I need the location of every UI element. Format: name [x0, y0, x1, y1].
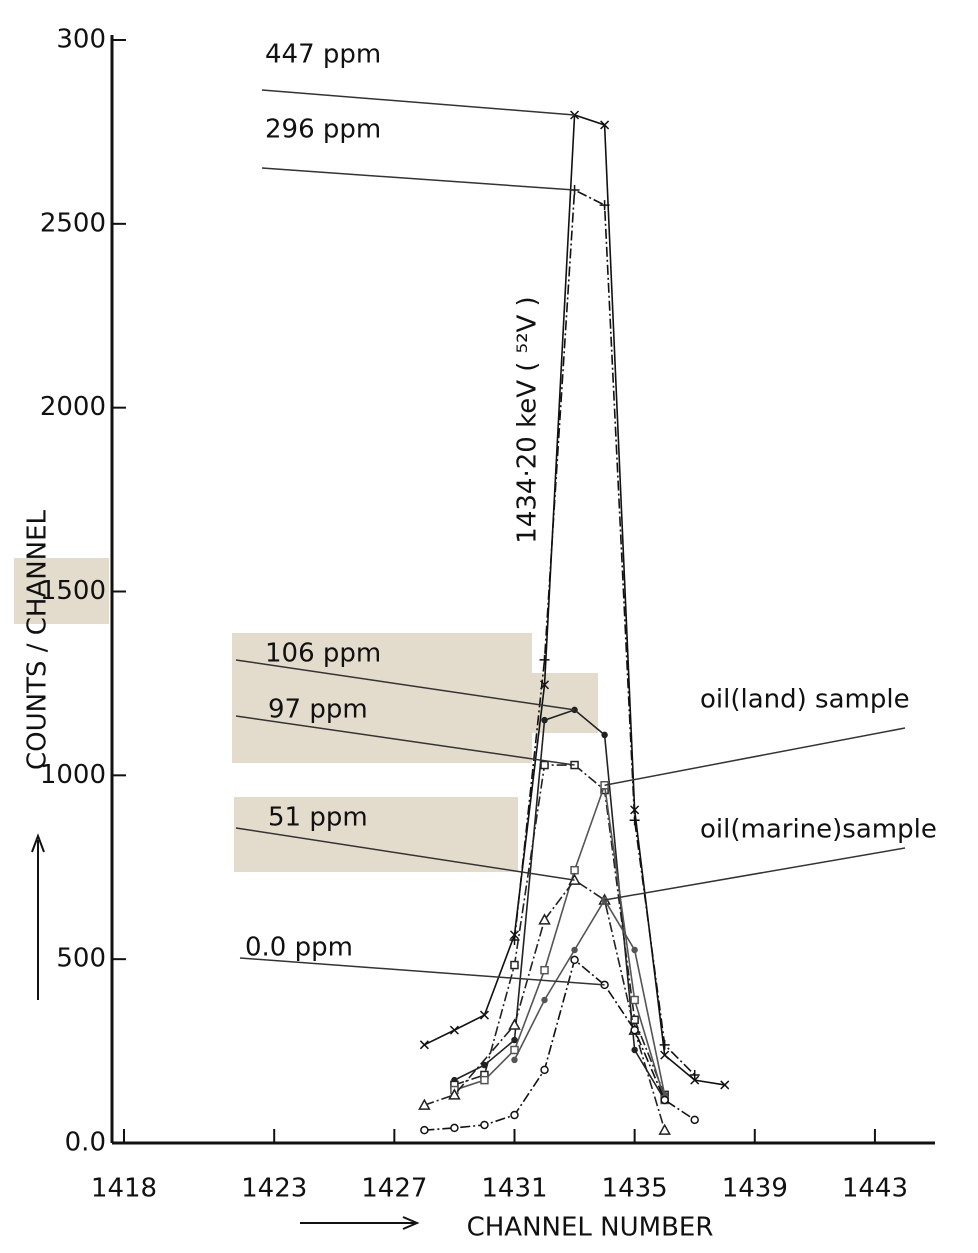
leader-line: [604, 847, 906, 901]
point: [659, 1039, 670, 1050]
point: [510, 960, 519, 970]
series-label: 51 ppm: [268, 803, 368, 833]
y-tick-label: 2000: [40, 392, 106, 422]
leader-line: [261, 167, 575, 191]
x-tick-label: 1418: [91, 1174, 157, 1204]
y-axis-arrow-head: [31, 833, 45, 853]
x-tick-label: 1423: [241, 1174, 307, 1204]
point: [480, 1075, 489, 1085]
point: [541, 716, 548, 724]
leader-line: [239, 957, 605, 986]
series-label: 447 ppm: [265, 40, 381, 70]
y-axis-label: COUNTS / CHANNEL: [23, 509, 53, 770]
leader-line: [604, 727, 906, 786]
point: [660, 1050, 670, 1060]
x-tick-label: 1439: [722, 1174, 788, 1204]
point: [420, 1125, 429, 1135]
series-label: 106 ppm: [265, 639, 381, 669]
leader-line: [235, 715, 575, 766]
point: [631, 1046, 638, 1054]
scan-patch: [14, 558, 109, 624]
point: [570, 865, 579, 875]
x-tick-label: 1427: [361, 1174, 427, 1204]
point: [720, 1080, 730, 1090]
series-label: oil(marine)sample: [700, 815, 937, 845]
peak-annotation: 1434·20 keV ( ⁵²V ): [513, 296, 543, 543]
series-label: 0.0 ppm: [245, 933, 353, 963]
point: [538, 913, 551, 925]
y-tick-label: 1000: [40, 760, 106, 790]
series-line: [454, 764, 666, 1096]
point: [630, 1015, 639, 1025]
point: [690, 1115, 699, 1125]
series-line: [454, 708, 666, 1101]
leader-line: [261, 89, 575, 116]
point: [418, 1098, 431, 1110]
y-tick-label: 500: [56, 944, 106, 974]
series-line: [424, 958, 696, 1131]
point: [448, 1088, 461, 1100]
point: [540, 965, 549, 975]
point: [690, 1075, 700, 1085]
y-tick-label: 2500: [40, 208, 106, 238]
series-line: [513, 898, 666, 1095]
series-label: 296 ppm: [265, 115, 381, 145]
point: [630, 1025, 639, 1035]
y-tick-label: 300: [56, 25, 106, 55]
y-tick-label: 1500: [40, 576, 106, 606]
series-label: 97 ppm: [268, 695, 368, 725]
scan-patch: [232, 633, 532, 763]
point: [510, 1045, 519, 1055]
point: [571, 946, 578, 954]
point: [600, 120, 610, 130]
x-axis-label: CHANNEL NUMBER: [467, 1213, 714, 1243]
point: [539, 654, 550, 665]
point: [599, 200, 610, 211]
point: [689, 1069, 700, 1080]
point: [540, 760, 549, 770]
leader-line: [235, 659, 575, 711]
series-line: [424, 879, 666, 1131]
y-tick-label: 0.0: [65, 1128, 106, 1158]
point: [631, 946, 638, 954]
x-axis-arrow-head: [402, 1216, 420, 1230]
point: [511, 1056, 518, 1064]
point: [449, 1025, 459, 1035]
series-label: oil(land) sample: [700, 685, 910, 715]
leader-line: [235, 827, 575, 881]
point: [629, 815, 640, 826]
x-tick-label: 1431: [481, 1174, 547, 1204]
point: [480, 1120, 489, 1130]
x-tick-label: 1435: [602, 1174, 668, 1204]
x-tick-label: 1443: [842, 1174, 908, 1204]
point: [601, 731, 608, 739]
point: [658, 1123, 671, 1135]
point: [660, 1095, 669, 1105]
point: [630, 995, 639, 1005]
point: [510, 1110, 519, 1120]
point: [540, 1065, 549, 1075]
point: [479, 1010, 489, 1020]
point: [541, 996, 548, 1004]
point: [508, 1018, 521, 1030]
point: [450, 1123, 459, 1133]
point: [419, 1040, 429, 1050]
point: [570, 955, 579, 965]
series-line: [454, 784, 666, 1101]
point: [511, 1036, 518, 1044]
